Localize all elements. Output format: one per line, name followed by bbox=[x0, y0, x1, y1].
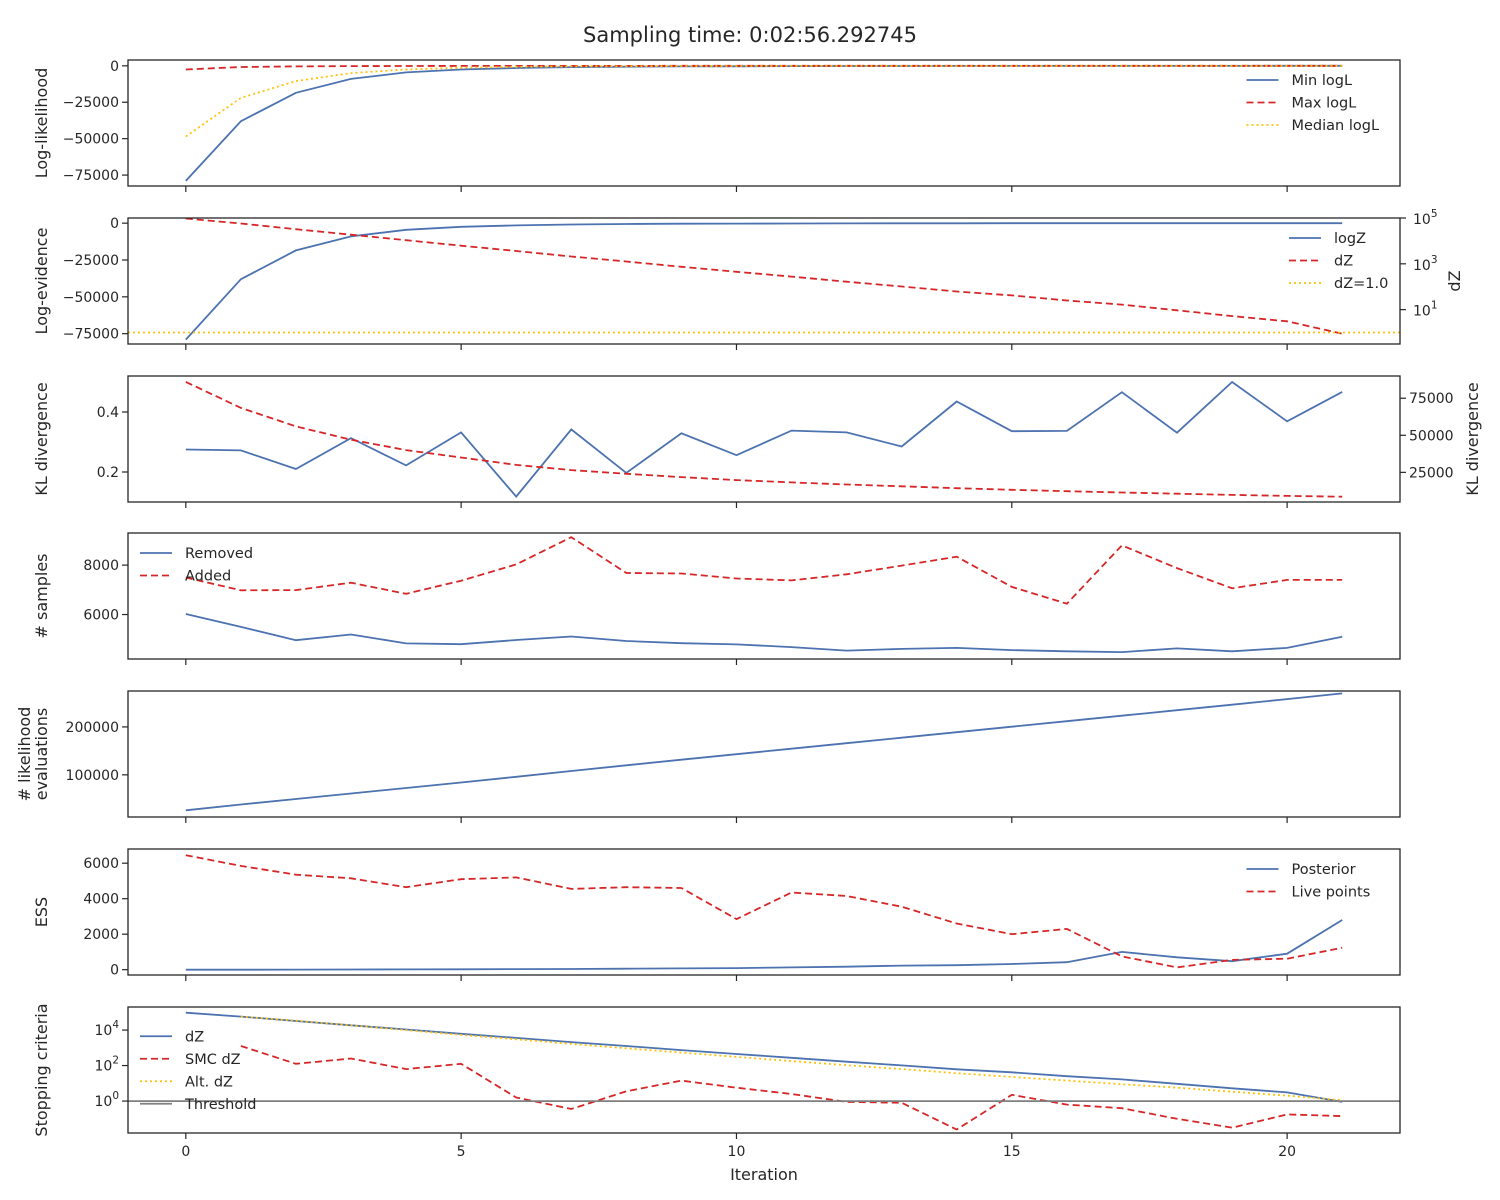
series-line-median-logl bbox=[185, 64, 1343, 138]
series-line-max-logl bbox=[185, 64, 1343, 71]
y-tick-label: 102 bbox=[94, 1055, 119, 1075]
legend-label: dZ bbox=[1334, 254, 1353, 270]
legend: Posterior Live points bbox=[1246, 862, 1371, 901]
y-tick-label: 0 bbox=[110, 59, 119, 75]
series-line-posterior bbox=[185, 919, 1343, 971]
series-line-removed bbox=[185, 613, 1343, 654]
y2-tick-label: 75000 bbox=[1409, 391, 1454, 407]
series-line-min-logl bbox=[185, 64, 1343, 182]
series-line-added bbox=[185, 536, 1343, 605]
y2-axis-label: KL divergence bbox=[1463, 382, 1482, 495]
y-axis-label: # samples bbox=[32, 554, 51, 639]
y-tick-label: 6000 bbox=[83, 608, 119, 624]
legend-label: Added bbox=[185, 569, 231, 585]
axes-frame bbox=[127, 848, 1401, 976]
legend-label: Posterior bbox=[1292, 862, 1356, 878]
y-axis-label: ESS bbox=[32, 897, 51, 927]
y2-axis-label: dZ bbox=[1445, 270, 1464, 291]
axes-frame bbox=[127, 690, 1401, 818]
series-line-live-points bbox=[185, 854, 1343, 969]
legend-label: SMC dZ bbox=[185, 1052, 241, 1068]
subplot-4: 8000 6000 # samples Removed Added bbox=[32, 532, 1401, 665]
y-axis-label: KL divergence bbox=[32, 382, 51, 495]
legend-label: logZ bbox=[1334, 231, 1366, 247]
x-tick-label: 0 bbox=[181, 1144, 190, 1160]
legend-label: Min logL bbox=[1292, 73, 1353, 89]
legend-label: Threshold bbox=[184, 1097, 256, 1113]
axes-frame bbox=[127, 532, 1401, 660]
legend: Min logL Max logL Median logL bbox=[1246, 73, 1380, 134]
legend-label: dZ=1.0 bbox=[1334, 276, 1388, 292]
figure-title: Sampling time: 0:02:56.292745 bbox=[583, 23, 917, 47]
y-tick-label: 0 bbox=[110, 963, 119, 979]
y-tick-label: −50000 bbox=[63, 290, 119, 306]
y-tick-label: −75000 bbox=[63, 168, 119, 184]
y-tick-label: 2000 bbox=[83, 927, 119, 943]
y-tick-label: 100 bbox=[94, 1090, 119, 1110]
subplot-2: 0 −25000 −50000 −75000 105 103 101 Log-evidence… bbox=[32, 208, 1464, 350]
y-tick-label: 8000 bbox=[83, 558, 119, 574]
series-line-dz bbox=[185, 1011, 1343, 1103]
series-line-alt-dz bbox=[240, 1015, 1343, 1102]
subplot-7: 0 5 10 15 20 104 102 100 Stopping criteria Iterat… bbox=[32, 1003, 1401, 1184]
subplot-6: 6000 4000 2000 0 ESS Posterior Live points bbox=[32, 848, 1401, 981]
legend-label: Alt. dZ bbox=[185, 1074, 233, 1090]
y2-tick-label: 50000 bbox=[1409, 428, 1454, 444]
y-tick-label: 104 bbox=[94, 1019, 119, 1039]
y-tick-label: 0.4 bbox=[97, 405, 119, 421]
axes-frame bbox=[127, 59, 1401, 187]
series-line-logz bbox=[185, 222, 1343, 341]
series-line-dz bbox=[185, 218, 1343, 335]
legend: logZ dZ dZ=1.0 bbox=[1289, 231, 1388, 292]
y-axis-label: # likelihood bbox=[15, 707, 34, 802]
y-tick-label: −25000 bbox=[63, 253, 119, 269]
y-tick-label: 6000 bbox=[83, 856, 119, 872]
y2-tick-label: 101 bbox=[1413, 300, 1438, 320]
x-tick-label: 20 bbox=[1278, 1144, 1296, 1160]
y2-tick-label: 105 bbox=[1413, 208, 1438, 228]
y-tick-label: −50000 bbox=[63, 132, 119, 148]
legend-label: Live points bbox=[1292, 885, 1371, 901]
y2-tick-label: 103 bbox=[1413, 254, 1438, 274]
legend-label: Median logL bbox=[1292, 118, 1380, 134]
y-tick-label: 4000 bbox=[83, 892, 119, 908]
x-axis-label: Iteration bbox=[730, 1165, 798, 1184]
x-tick-label: 15 bbox=[1003, 1144, 1021, 1160]
y-tick-label: −75000 bbox=[63, 327, 119, 343]
x-tick-label: 5 bbox=[457, 1144, 466, 1160]
series-line-smc-dz bbox=[240, 1045, 1343, 1131]
axes-frame bbox=[127, 375, 1401, 503]
y-axis-label: Log-evidence bbox=[32, 228, 51, 335]
legend: Removed Added bbox=[140, 546, 253, 585]
x-tick-label: 10 bbox=[728, 1144, 746, 1160]
axes-frame bbox=[127, 1006, 1401, 1134]
legend-label: Removed bbox=[185, 546, 253, 562]
series-line-series-1 bbox=[185, 692, 1343, 812]
y-tick-label: 200000 bbox=[66, 720, 119, 736]
series-line-series-2 bbox=[185, 381, 1343, 498]
y-tick-label: 0.2 bbox=[97, 465, 119, 481]
y-tick-label: 0 bbox=[110, 216, 119, 232]
subplot-3: 0.4 0.2 75000 50000 25000 KL divergence KL div… bbox=[32, 375, 1482, 508]
y-tick-label: 100000 bbox=[66, 768, 119, 784]
y2-tick-label: 25000 bbox=[1409, 465, 1454, 481]
series-line-series-1 bbox=[185, 380, 1343, 499]
axes-frame bbox=[127, 217, 1401, 345]
subplot-1: 0 −25000 −50000 −75000 Log-likelihood Min log… bbox=[32, 59, 1401, 192]
legend-label: Max logL bbox=[1292, 96, 1357, 112]
y-axis-label: Stopping criteria bbox=[32, 1003, 51, 1136]
y-axis-label: evaluations bbox=[32, 708, 51, 801]
legend-label: dZ bbox=[185, 1029, 204, 1045]
legend: dZ SMC dZ Alt. dZ Threshold bbox=[140, 1029, 256, 1113]
y-tick-label: −25000 bbox=[63, 95, 119, 111]
y-axis-label: Log-likelihood bbox=[32, 68, 51, 179]
